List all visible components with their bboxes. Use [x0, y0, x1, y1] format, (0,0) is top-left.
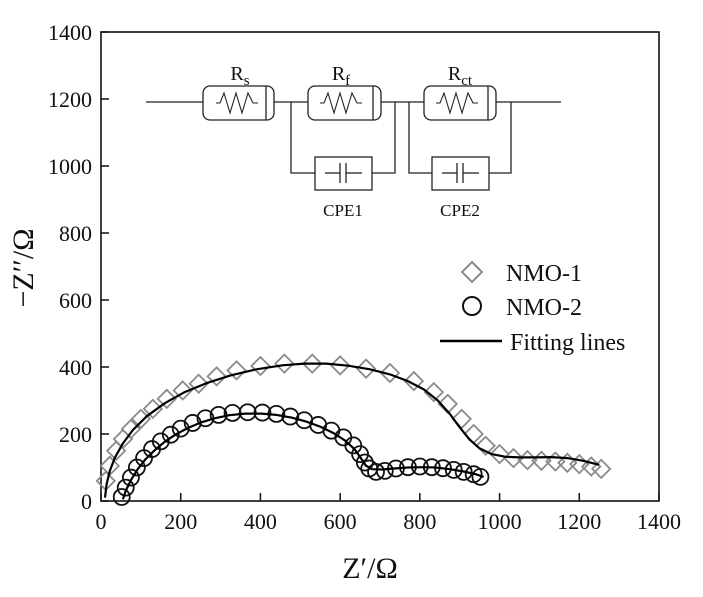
resistor-rf-label: Rf [332, 63, 350, 89]
legend-marker-nmo-2 [462, 296, 482, 316]
y-tick-label: 600 [59, 288, 92, 313]
y-tick-label: 1000 [48, 154, 92, 179]
cpe1-element [314, 156, 373, 191]
fitting-line [121, 412, 484, 500]
nmo-1-point [475, 435, 496, 456]
legend: NMO-1 NMO-2 Fitting lines [440, 260, 625, 356]
cpe2-element [431, 156, 490, 191]
nmo-2-point [367, 462, 385, 481]
y-tick-label: 0 [81, 489, 92, 514]
nmo-2-point [112, 488, 131, 506]
plot-frame [100, 31, 660, 502]
nmo-1-point [274, 353, 295, 374]
y-axis-ticks: 0 200 400 600 800 1000 1200 1400 [48, 20, 109, 514]
nmo-2-point [151, 432, 170, 451]
nmo-2-point [471, 467, 490, 486]
nmo-2-point [161, 425, 180, 444]
nmo-1-point [329, 355, 351, 376]
resistor-rct-label: Rct [448, 63, 473, 89]
x-axis-ticks: 0 200 400 600 800 1000 1200 1400 [96, 493, 681, 534]
y-tick-label: 800 [59, 221, 92, 246]
y-axis-label: −Z′′/Ω [7, 229, 40, 308]
nmo-1-point [120, 418, 142, 440]
nmo-1-point [172, 380, 193, 401]
x-tick-label: 200 [164, 509, 197, 534]
y-tick-label: 400 [59, 355, 92, 380]
x-tick-label: 0 [96, 509, 107, 534]
nmo-1-point [188, 373, 209, 395]
y-tick-label: 1400 [48, 20, 92, 45]
cpe2-label: CPE2 [440, 201, 480, 220]
x-tick-label: 800 [403, 509, 436, 534]
nmo-1-point [226, 360, 247, 381]
nmo-1-point [489, 443, 510, 465]
fitting-line [103, 362, 600, 498]
y-tick-label: 200 [59, 422, 92, 447]
x-axis-label: Z′/Ω [342, 552, 398, 585]
nmo-1-point [451, 408, 472, 430]
x-tick-label: 1000 [478, 509, 522, 534]
circuit-wire-branch1 [290, 102, 315, 174]
nmo-1-point [142, 398, 164, 420]
nmo-2-point [351, 445, 369, 464]
nmo-1-point [463, 423, 484, 445]
nmo-1-point [379, 362, 401, 384]
cpe1-label: CPE1 [323, 201, 363, 220]
resistor-rct [423, 85, 497, 121]
nmo-2-point [355, 453, 374, 472]
nmo-2-point [121, 468, 140, 487]
nmo-1-point [156, 388, 178, 410]
legend-label-fitting: Fitting lines [510, 330, 625, 356]
nmo-1-point [423, 381, 445, 403]
legend-marker-nmo-1 [460, 260, 484, 284]
nmo-1-point [355, 358, 377, 379]
nmo-2-point [375, 461, 394, 480]
nmo-2-point [454, 462, 473, 481]
resistor-rf [307, 85, 382, 121]
nmo-2-point [238, 403, 257, 422]
x-tick-label: 1200 [557, 509, 601, 534]
resistor-rs-label: Rs [230, 63, 249, 89]
circuit-wire-branch2 [408, 102, 432, 174]
legend-label-nmo-2: NMO-2 [506, 295, 582, 321]
nmo-1-point [206, 366, 227, 387]
circuit-wire-branch2 [489, 102, 512, 174]
nmo-1-point [250, 355, 271, 377]
resistor-rs [202, 85, 275, 121]
x-tick-label: 600 [324, 509, 357, 534]
x-tick-label: 1400 [637, 509, 681, 534]
equivalent-circuit-inset [146, 85, 561, 191]
nmo-1-point [301, 353, 323, 374]
legend-label-nmo-1: NMO-1 [506, 261, 582, 287]
nmo-1-point [557, 452, 578, 474]
nmo-2-point [444, 460, 463, 479]
nmo-1-point [503, 447, 524, 469]
data-series-layer [95, 353, 612, 506]
circuit-wire-branch1 [372, 102, 396, 174]
nmo-1-point [403, 370, 425, 392]
x-tick-label: 400 [244, 509, 277, 534]
nmo-1-point [590, 458, 612, 480]
nmo-2-point [116, 478, 135, 497]
y-tick-label: 1200 [48, 87, 92, 112]
